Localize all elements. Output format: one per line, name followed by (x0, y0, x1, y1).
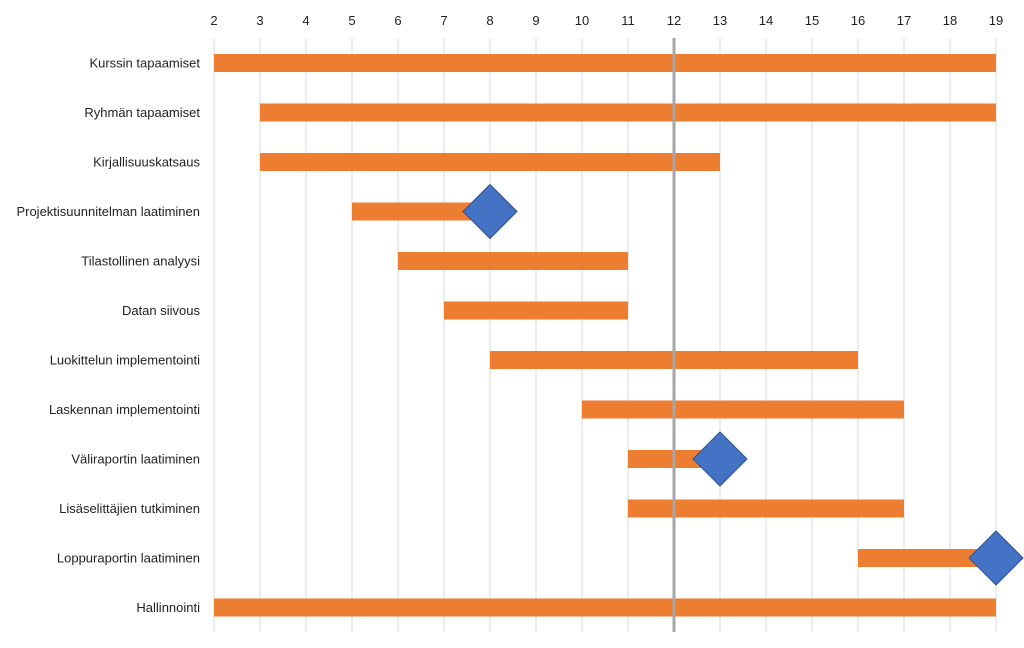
milestones (462, 183, 1024, 586)
x-tick-label: 13 (713, 13, 727, 28)
task-label: Ryhmän tapaamiset (84, 105, 200, 120)
task-labels: Kurssin tapaamiset Ryhmän tapaamiset Kirja… (16, 56, 200, 616)
task-label: Projektisuunnitelman laatiminen (16, 204, 200, 219)
milestone-diamond (462, 183, 518, 240)
task-bar (628, 499, 904, 518)
task-bar (858, 549, 996, 567)
task-label: Laskennan implementointi (49, 402, 200, 417)
task-label: Loppuraportin laatiminen (57, 551, 200, 566)
x-tick-label: 4 (302, 13, 309, 28)
task-label: Väliraportin laatiminen (71, 452, 200, 467)
grid-lines (213, 38, 997, 632)
task-bar (582, 400, 904, 419)
x-tick-label: 14 (759, 13, 773, 28)
task-label: Lisäselittäjien tutkiminen (59, 501, 200, 516)
task-bar (260, 153, 720, 171)
x-tick-label: 15 (805, 13, 819, 28)
x-tick-label: 19 (989, 13, 1003, 28)
x-tick-label: 16 (851, 13, 865, 28)
task-label: Kirjallisuuskatsaus (93, 155, 200, 170)
task-label: Hallinnointi (136, 600, 200, 615)
task-bars (214, 54, 996, 617)
x-tick-label: 8 (486, 13, 493, 28)
x-tick-label: 17 (897, 13, 911, 28)
x-tick-label: 12 (667, 13, 681, 28)
task-bar (214, 598, 996, 617)
task-bar (260, 103, 996, 122)
x-axis-tick-labels: 2 3 4 5 6 7 8 9 10 11 12 13 14 15 16 17 18 19 (210, 13, 1003, 28)
task-label: Datan siivous (122, 303, 201, 318)
x-tick-label: 5 (348, 13, 355, 28)
task-bar (398, 252, 628, 270)
milestone-diamond (692, 431, 748, 487)
task-label: Luokittelun implementointi (50, 353, 200, 368)
task-bar (352, 202, 490, 221)
x-tick-label: 3 (256, 13, 263, 28)
x-tick-label: 9 (532, 13, 539, 28)
x-tick-label: 7 (440, 13, 447, 28)
task-bar (444, 301, 628, 320)
task-label: Kurssin tapaamiset (89, 56, 200, 71)
milestone-diamond (968, 530, 1024, 586)
x-tick-label: 6 (394, 13, 401, 28)
x-tick-label: 2 (210, 13, 217, 28)
task-bar (214, 54, 996, 72)
x-tick-label: 10 (575, 13, 589, 28)
task-label: Tilastollinen analyysi (81, 254, 200, 269)
x-tick-label: 18 (943, 13, 957, 28)
x-tick-label: 11 (621, 13, 635, 28)
